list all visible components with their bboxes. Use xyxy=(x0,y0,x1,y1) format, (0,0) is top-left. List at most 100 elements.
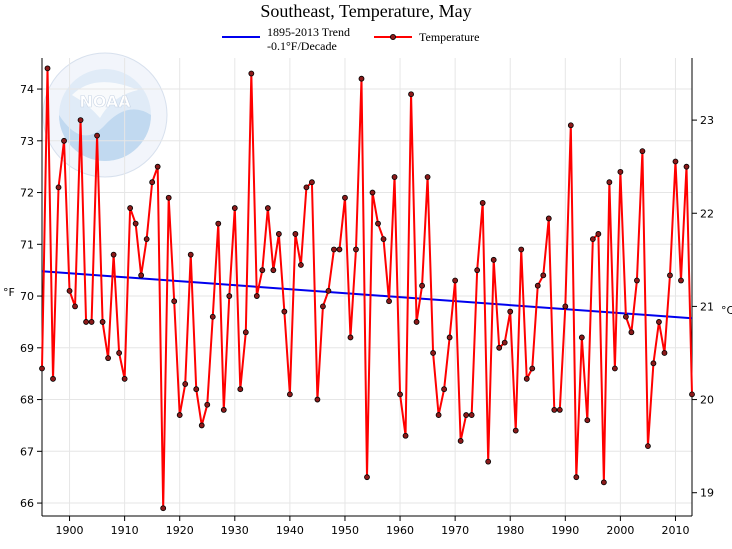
temperature-point xyxy=(88,319,95,325)
temperature-point xyxy=(347,334,354,341)
temperature-point xyxy=(656,319,662,325)
temperature-point xyxy=(672,158,679,165)
temperature-point xyxy=(176,412,183,418)
temperature-point xyxy=(342,194,348,201)
temperature-point xyxy=(165,194,172,201)
y-axis-right-label: °C xyxy=(721,304,732,317)
temperature-point xyxy=(171,298,178,305)
temperature-point xyxy=(600,479,607,486)
x-axis-ticks: 1900 1910 1920 1930 1940 1950 1960 1970 1980 1990… xyxy=(56,516,689,537)
y-left-tick-label: 73 xyxy=(20,135,34,148)
temperature-point xyxy=(650,360,657,367)
temperature-point xyxy=(678,277,684,284)
temperature-point xyxy=(61,137,67,144)
temperature-point xyxy=(198,422,205,429)
temperature-point xyxy=(457,438,464,444)
temperature-point xyxy=(309,179,315,186)
temperature-point xyxy=(501,339,508,346)
x-tick-label: 2010 xyxy=(661,524,689,537)
y-left-tick-label: 70 xyxy=(20,290,34,303)
temperature-point xyxy=(639,148,646,155)
temperature-point xyxy=(248,70,255,77)
temperature-point xyxy=(518,246,525,253)
temperature-point xyxy=(160,505,167,512)
temperature-point xyxy=(209,313,216,320)
temperature-point xyxy=(303,184,310,191)
temperature-point xyxy=(562,303,569,310)
temperature-point xyxy=(50,375,56,382)
temperature-point xyxy=(534,282,541,289)
temperature-point xyxy=(264,205,271,211)
temperature-point xyxy=(529,365,536,372)
temperature-point xyxy=(331,246,337,253)
temperature-point xyxy=(292,231,299,237)
temperature-point xyxy=(270,267,277,274)
x-tick-label: 1990 xyxy=(551,524,579,537)
x-tick-label: 1960 xyxy=(386,524,414,537)
temperature-point xyxy=(138,272,145,279)
x-tick-label: 1910 xyxy=(111,524,139,537)
temperature-point xyxy=(661,350,668,356)
y-left-tick-label: 74 xyxy=(20,83,34,96)
chart-title: Southeast, Temperature, May xyxy=(260,1,471,21)
temperature-point xyxy=(297,262,304,268)
legend: 1895-2013 Trend -0.1°F/Decade Temperatur… xyxy=(222,25,479,53)
temperature-point xyxy=(94,132,100,139)
temperature-point xyxy=(220,407,227,413)
temperature-series xyxy=(39,65,695,512)
temperature-point xyxy=(634,277,640,284)
temperature-point xyxy=(314,396,321,403)
temperature-point xyxy=(242,329,249,336)
temperature-point xyxy=(479,200,486,206)
temperature-point xyxy=(424,174,431,180)
temperature-point xyxy=(485,458,492,465)
temperature-point xyxy=(540,272,547,279)
temperature-point xyxy=(584,417,591,424)
temperature-point xyxy=(237,386,244,393)
legend-trend-label: 1895-2013 Trend xyxy=(267,25,350,39)
x-tick-label: 1930 xyxy=(221,524,249,537)
temperature-point xyxy=(617,168,624,175)
temperature-point xyxy=(468,412,475,418)
temperature-point xyxy=(121,375,128,382)
temperature-point xyxy=(397,391,403,398)
temperature-point xyxy=(226,293,233,299)
temperature-point xyxy=(72,303,78,310)
temperature-point xyxy=(435,412,442,418)
temperature-point xyxy=(595,231,602,237)
x-tick-label: 1950 xyxy=(331,524,359,537)
trend-series xyxy=(41,270,693,320)
temperature-point xyxy=(496,344,503,351)
temperature-point xyxy=(83,319,89,325)
temperature-point xyxy=(446,334,453,341)
temperature-point xyxy=(474,267,481,274)
temperature-point xyxy=(215,220,222,227)
temperature-point xyxy=(369,189,376,196)
x-tick-label: 1920 xyxy=(166,524,194,537)
temperature-point xyxy=(523,375,530,382)
legend-trend-rate: -0.1°F/Decade xyxy=(267,39,337,53)
temperature-point xyxy=(413,319,420,325)
temperature-point xyxy=(154,163,161,170)
temperature-point xyxy=(259,267,266,274)
x-tick-label: 1980 xyxy=(496,524,524,537)
temperature-point xyxy=(66,287,73,294)
y-right-tick-label: 19 xyxy=(700,487,714,500)
y-axis-left-ticks: 66 67 68 69 70 71 72 73 74 xyxy=(20,83,42,510)
y-right-tick-label: 21 xyxy=(700,300,714,313)
temperature-point xyxy=(325,287,332,294)
temperature-point xyxy=(606,179,613,186)
axes xyxy=(41,58,693,517)
x-tick-label: 1970 xyxy=(441,524,469,537)
temperature-point xyxy=(628,329,635,336)
y-axis-right-ticks: 19 20 21 22 23 xyxy=(692,114,714,500)
trend-line xyxy=(41,270,693,320)
x-tick-label: 1940 xyxy=(276,524,304,537)
temperature-point xyxy=(578,334,585,341)
temperature-point xyxy=(375,220,381,227)
y-left-tick-label: 71 xyxy=(20,238,34,251)
legend-temperature-marker xyxy=(389,34,396,41)
temperature-point xyxy=(573,474,580,481)
temperature-point xyxy=(110,251,117,258)
